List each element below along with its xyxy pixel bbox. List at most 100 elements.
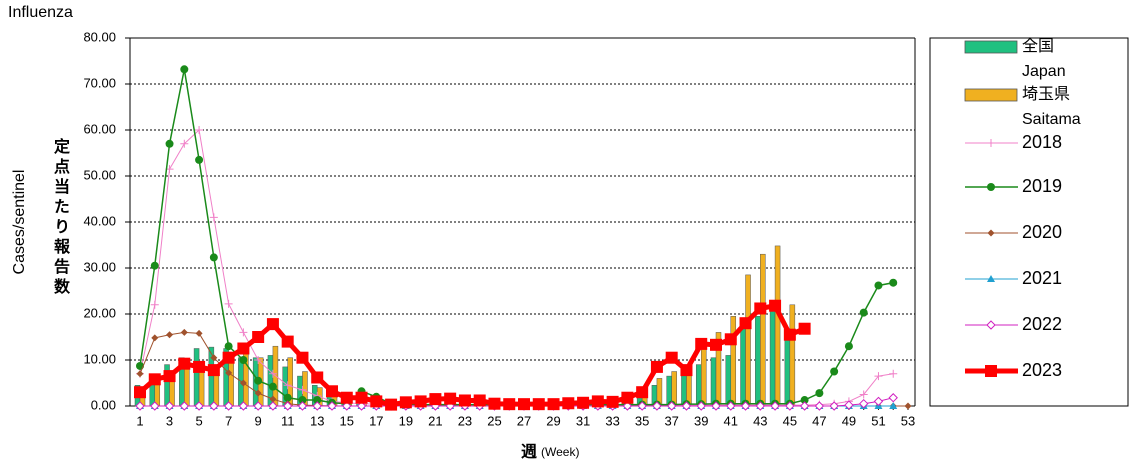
marker [266,318,279,331]
marker [874,372,883,381]
legend-label: 2019 [1022,176,1062,196]
marker [282,401,293,411]
x-tick-label: 29 [546,413,560,428]
x-tick-label: 17 [369,413,383,428]
x-tick-label: 33 [605,413,619,428]
marker [150,261,159,270]
bar [193,348,200,407]
marker [223,401,234,411]
marker [311,371,324,384]
marker [695,337,708,350]
marker [209,253,218,262]
marker [399,396,412,409]
legend-label: 埼玉県 [1022,85,1070,103]
marker [283,381,292,390]
bar [198,371,205,407]
x-tick-label: 39 [694,413,708,428]
marker [815,389,824,398]
bar [710,357,717,407]
marker [297,401,308,411]
marker [342,401,352,411]
x-tick-label: 15 [340,413,354,428]
y-tick-label: 30.00 [83,259,116,274]
x-tick-label: 31 [576,413,590,428]
y-tick-label: 20.00 [83,305,116,320]
legend-swatch [964,88,1018,102]
x-tick-label: 37 [664,413,678,428]
marker [327,401,337,411]
marker [562,397,575,410]
bar [213,373,220,407]
marker [150,401,160,411]
x-tick-label: 5 [195,413,202,428]
marker [532,398,545,411]
marker [755,401,766,411]
marker [859,308,868,317]
marker [355,391,368,404]
marker [889,402,898,409]
marker [313,396,322,405]
x-axis-label: 週 [521,443,537,461]
marker [458,394,471,407]
marker [283,393,292,402]
marker [799,401,810,411]
marker [239,356,248,364]
marker [151,334,159,342]
legend-label: 2023 [1022,360,1062,380]
x-tick-label: 51 [871,413,885,428]
x-tick-label: 7 [225,413,232,428]
marker [518,398,530,411]
marker [726,401,736,411]
marker [253,401,263,411]
marker [754,302,767,315]
bar [695,364,702,407]
marker [987,183,995,191]
y-axis-label-ja: 定点当たり報告数 [51,138,70,298]
marker [224,299,233,308]
x-tick-label: 3 [166,413,173,428]
bar [228,362,234,407]
bar [789,304,796,407]
marker [281,335,294,348]
marker [488,397,501,410]
marker [254,376,263,385]
marker [740,401,751,411]
marker [577,396,590,409]
marker [785,401,795,411]
bar [740,325,746,407]
marker [547,398,560,411]
legend-label: 2020 [1022,222,1062,242]
marker [814,401,825,411]
marker [889,369,898,378]
marker [164,401,175,411]
marker [268,382,277,391]
marker [429,393,442,406]
y-tick-label: 80.00 [83,29,116,44]
x-tick-label: 13 [310,413,324,428]
marker [987,229,995,237]
marker [696,401,706,411]
marker [666,401,677,411]
marker [769,299,782,312]
marker [680,364,693,377]
marker [844,400,854,410]
marker [166,331,174,339]
marker [268,369,277,378]
x-tick-label: 1 [136,413,143,428]
bar [774,245,781,407]
marker [225,369,233,377]
marker [636,386,649,399]
marker [254,389,262,397]
y-tick-label: 0.00 [91,397,116,412]
bar [730,316,737,407]
marker [136,370,144,378]
bar [760,253,766,407]
x-tick-label: 9 [255,413,262,428]
marker [889,278,898,287]
marker [134,386,146,399]
chart-title: Influenza [8,4,73,21]
legend-label-en: Saitama [1022,111,1081,128]
legend-label-en: Japan [1022,63,1066,80]
marker [195,155,204,164]
